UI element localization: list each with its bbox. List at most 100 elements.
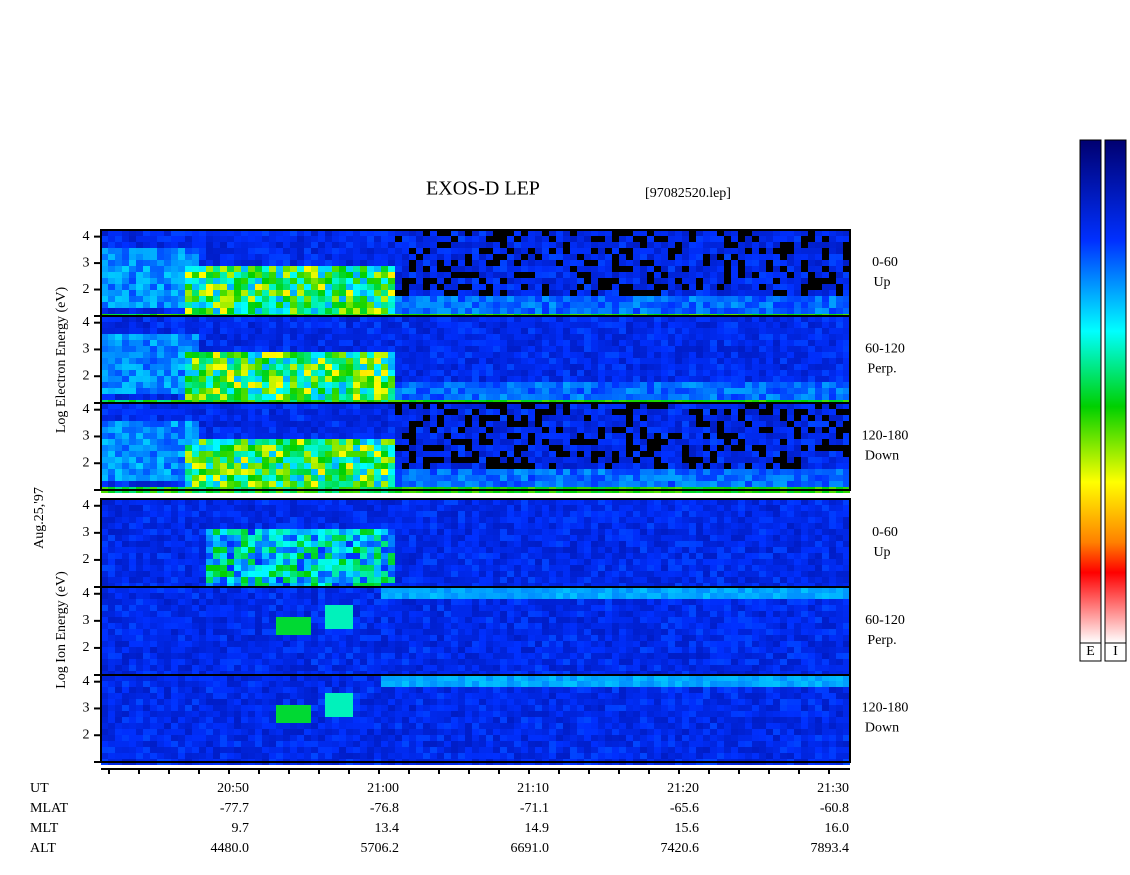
spectrogram-cell	[703, 415, 710, 421]
spectrogram-cell	[115, 230, 122, 236]
spectrogram-cell	[493, 394, 500, 400]
spectrogram-cell	[570, 346, 577, 352]
spectrogram-cell	[710, 421, 717, 427]
spectrogram-cell	[556, 322, 563, 328]
spectrogram-cell	[367, 290, 374, 296]
spectrogram-cell	[458, 415, 465, 421]
spectrogram-cell	[360, 230, 367, 236]
spectrogram-cell	[605, 334, 612, 340]
spectrogram-cell	[360, 376, 367, 382]
spectrogram-cell	[612, 242, 619, 248]
spectrogram-cell	[521, 334, 528, 340]
spectrogram-cell	[178, 346, 185, 352]
spectrogram-cell	[703, 370, 710, 376]
spectrogram-cell	[423, 481, 430, 487]
spectrogram-cell	[276, 403, 283, 409]
spectrogram-cell	[136, 346, 143, 352]
spectrogram-cell	[822, 358, 829, 364]
spectrogram-cell	[829, 421, 836, 427]
spectrogram-cell	[360, 370, 367, 376]
spectrogram-cell	[164, 316, 171, 322]
spectrogram-cell	[178, 445, 185, 451]
spectrogram-cell	[542, 254, 549, 260]
spectrogram-cell	[437, 248, 444, 254]
spectrogram-cell	[759, 254, 766, 260]
spectrogram-cell	[332, 266, 339, 272]
spectrogram-cell	[353, 376, 360, 382]
spectrogram-cell	[738, 481, 745, 487]
spectrogram-cell	[773, 296, 780, 302]
spectrogram-cell	[339, 475, 346, 481]
spectrogram-cell	[164, 505, 171, 511]
spectrogram-cell	[367, 481, 374, 487]
spectrogram-cell	[542, 346, 549, 352]
spectrogram-cell	[780, 409, 787, 415]
spectrogram-cell	[605, 236, 612, 242]
spectrogram-cell	[843, 248, 850, 254]
spectrogram-cell	[591, 278, 598, 284]
spectrogram-cell	[745, 469, 752, 475]
spectrogram-cell	[682, 364, 689, 370]
spectrogram-cell	[129, 278, 136, 284]
spectrogram-cell	[451, 284, 458, 290]
spectrogram-cell	[612, 248, 619, 254]
spectrogram-cell	[178, 352, 185, 358]
spectrogram-cell	[745, 439, 752, 445]
spectrogram-cell	[577, 284, 584, 290]
spectrogram-cell	[381, 302, 388, 308]
spectrogram-cell	[521, 439, 528, 445]
spectrogram-cell	[311, 394, 318, 400]
spectrogram-cell	[486, 322, 493, 328]
spectrogram-cell	[220, 328, 227, 334]
spectrogram-cell	[801, 296, 808, 302]
spectrogram-cell	[682, 316, 689, 322]
spectrogram-cell	[647, 370, 654, 376]
spectrogram-cell	[157, 352, 164, 358]
spectrogram-cell	[689, 364, 696, 370]
spectrogram-cell	[780, 403, 787, 409]
spectrogram-cell	[192, 433, 199, 439]
spectrogram-cell	[626, 290, 633, 296]
spectrogram-cell	[402, 284, 409, 290]
spectrogram-cell	[437, 382, 444, 388]
spectrogram-cell	[157, 577, 164, 583]
spectrogram-cell	[388, 278, 395, 284]
spectrogram-cell	[339, 463, 346, 469]
spectrogram-cell	[458, 352, 465, 358]
spectrogram-cell	[710, 254, 717, 260]
spectrogram-cell	[654, 352, 661, 358]
spectrogram-cell	[738, 254, 745, 260]
spectrogram-cell	[269, 266, 276, 272]
spectrogram-cell	[437, 352, 444, 358]
spectrogram-cell	[150, 403, 157, 409]
spectrogram-cell	[164, 457, 171, 463]
spectrogram-cell	[234, 427, 241, 433]
spectrogram-cell	[388, 340, 395, 346]
spectrogram-cell	[339, 352, 346, 358]
spectrogram-cell	[710, 322, 717, 328]
spectrogram-cell	[815, 272, 822, 278]
spectrogram-cell	[164, 433, 171, 439]
spectrogram-cell	[647, 236, 654, 242]
spectrogram-cell	[129, 346, 136, 352]
spectrogram-cell	[591, 352, 598, 358]
spectrogram-cell	[696, 403, 703, 409]
spectrogram-cell	[689, 296, 696, 302]
spectrogram-cell	[220, 278, 227, 284]
spectrogram-cell	[507, 439, 514, 445]
spectrogram-cell	[185, 296, 192, 302]
spectrogram-cell	[563, 236, 570, 242]
spectrogram-cell	[584, 242, 591, 248]
spectrogram-cell	[528, 376, 535, 382]
spectrogram-cell	[745, 388, 752, 394]
spectrogram-cell	[479, 358, 486, 364]
spectrogram-cell	[115, 409, 122, 415]
spectrogram-cell	[605, 364, 612, 370]
spectrogram-cell	[136, 230, 143, 236]
spectrogram-cell	[430, 316, 437, 322]
spectrogram-cell	[619, 445, 626, 451]
spectrogram-cell	[801, 445, 808, 451]
spectrogram-cell	[458, 358, 465, 364]
spectrogram-cell	[115, 463, 122, 469]
spectrogram-cell	[787, 445, 794, 451]
